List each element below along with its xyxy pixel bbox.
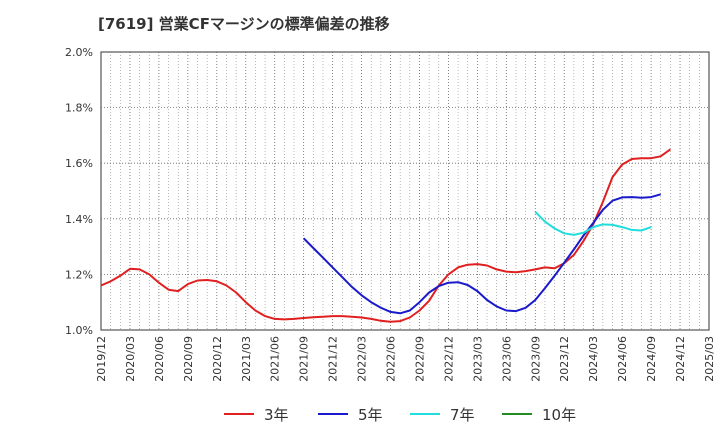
y-tick-label: 1.6% — [65, 157, 93, 170]
x-tick-label: 2023/12 — [558, 336, 571, 382]
plot-area — [100, 51, 710, 331]
series-line-5年 — [302, 193, 661, 315]
x-tick-label: 2021/03 — [240, 336, 253, 382]
y-tick-label: 2.0% — [65, 46, 93, 59]
grid-layer — [101, 52, 709, 330]
x-tick-label: 2023/06 — [500, 336, 513, 382]
y-tick-label: 1.2% — [65, 268, 93, 281]
y-tick-label: 1.4% — [65, 213, 93, 226]
x-tick-label: 2025/03 — [703, 336, 716, 382]
series-line-3年 — [100, 148, 671, 323]
x-tick-label: 2023/03 — [471, 336, 484, 382]
x-tick-label: 2020/06 — [153, 336, 166, 382]
x-tick-label: 2022/03 — [356, 336, 369, 382]
x-tick-label: 2022/06 — [385, 336, 398, 382]
legend-label: 7年 — [450, 406, 475, 424]
x-tick-label: 2021/12 — [327, 336, 340, 382]
x-tick-label: 2022/12 — [442, 336, 455, 382]
x-axis: 2019/12 2020/03 2020/06 2020/09 2020/12 2021/… — [95, 336, 716, 382]
x-tick-label: 2023/09 — [529, 336, 542, 382]
series-line-7年 — [534, 211, 652, 236]
x-tick-label: 2024/12 — [674, 336, 687, 382]
chart-title: [7619] 営業CFマージンの標準偏差の推移 — [98, 15, 390, 33]
x-tick-label: 2020/09 — [182, 336, 195, 382]
x-tick-label: 2020/03 — [124, 336, 137, 382]
x-tick-label: 2021/06 — [269, 336, 282, 382]
x-tick-label: 2022/09 — [413, 336, 426, 382]
legend: 3年 5年 7年 10年 — [224, 406, 576, 424]
legend-label: 5年 — [358, 406, 383, 424]
x-tick-label: 2024/03 — [587, 336, 600, 382]
y-tick-label: 1.8% — [65, 102, 93, 115]
legend-label: 3年 — [264, 406, 289, 424]
y-tick-label: 1.0% — [65, 324, 93, 337]
y-axis: 1.0% 1.2% 1.4% 1.6% 1.8% 2.0% — [65, 46, 93, 337]
x-tick-label: 2020/12 — [211, 336, 224, 382]
x-tick-label: 2019/12 — [95, 336, 108, 382]
x-tick-label: 2024/09 — [645, 336, 658, 382]
legend-label: 10年 — [542, 406, 576, 424]
x-tick-label: 2021/09 — [298, 336, 311, 382]
x-tick-label: 2024/06 — [616, 336, 629, 382]
series-layer — [100, 148, 671, 323]
